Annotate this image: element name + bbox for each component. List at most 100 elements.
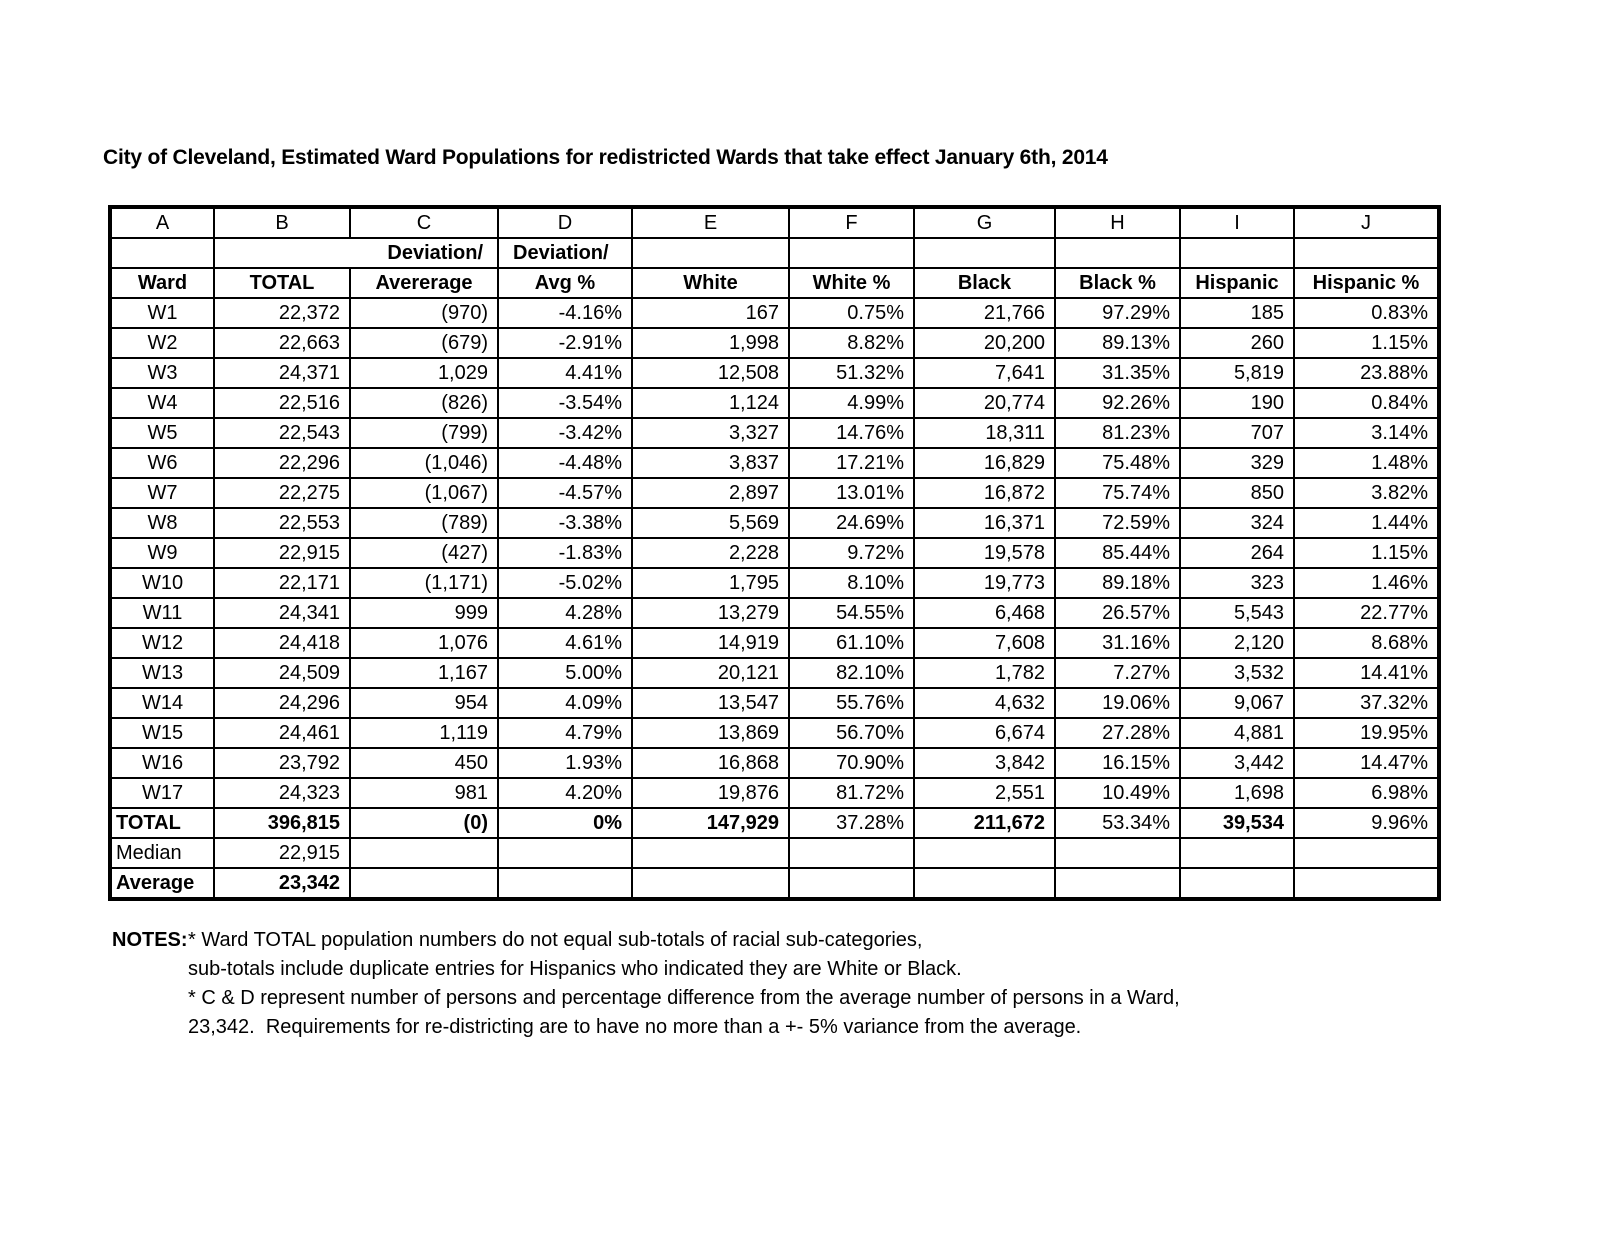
deviation-header-row: Deviation/ Deviation/ xyxy=(109,237,1440,269)
cell-black: 16,829 xyxy=(913,447,1056,479)
cell-black: 6,468 xyxy=(913,597,1056,629)
cell-hispanic-pct: 1.15% xyxy=(1293,327,1440,359)
ward-row-w5: W5 22,543 (799) -3.42% 3,327 14.76% 18,311 81.2… xyxy=(109,417,1440,449)
ward-row-w13: W13 24,509 1,167 5.00% 20,121 82.10% 1,782 7.27… xyxy=(109,657,1440,689)
cell-avg-pct: -4.57% xyxy=(497,477,633,509)
ward-row-w6: W6 22,296 (1,046) -4.48% 3,837 17.21% 16,829 75… xyxy=(109,447,1440,479)
cell-black: 20,200 xyxy=(913,327,1056,359)
cell-black: 19,578 xyxy=(913,537,1056,569)
cell-black-pct: 89.13% xyxy=(1054,327,1181,359)
notes-line: 23,342. Requirements for re-districting … xyxy=(188,1016,1082,1038)
cell-ward: W9 xyxy=(109,537,215,569)
cell-white: 14,919 xyxy=(631,627,790,659)
cell-white: 16,868 xyxy=(631,747,790,779)
cell-hispanic: 2,120 xyxy=(1179,627,1295,659)
ward-row-w11: W11 24,341 999 4.28% 13,279 54.55% 6,468 26.57%… xyxy=(109,597,1440,629)
header-hispanic: Hispanic xyxy=(1179,267,1295,299)
cell-white-pct: 8.10% xyxy=(788,567,915,599)
cell-white: 12,508 xyxy=(631,357,790,389)
cell-black-pct: 81.23% xyxy=(1054,417,1181,449)
cell-black: 16,371 xyxy=(913,507,1056,539)
cell-ward: W16 xyxy=(109,747,215,779)
cell-total: 22,275 xyxy=(213,477,351,509)
cell-black-pct: 85.44% xyxy=(1054,537,1181,569)
cell-avg-pct: 4.09% xyxy=(497,687,633,719)
cell-ward: W4 xyxy=(109,387,215,419)
cell-hispanic: 329 xyxy=(1179,447,1295,479)
cell-white-pct: 14.76% xyxy=(788,417,915,449)
cell-black-pct: 19.06% xyxy=(1054,687,1181,719)
cell-avg-pct: -4.16% xyxy=(497,297,633,329)
cell-hispanic: 190 xyxy=(1179,387,1295,419)
cell-hispanic: 1,698 xyxy=(1179,777,1295,809)
column-letter-d: D xyxy=(497,206,633,239)
empty-cell xyxy=(788,237,915,269)
cell-ward: W13 xyxy=(109,657,215,689)
ward-row-w15: W15 24,461 1,119 4.79% 13,869 56.70% 6,674 27.2… xyxy=(109,717,1440,749)
cell-deviation: 450 xyxy=(349,747,499,779)
cell-black: 16,872 xyxy=(913,477,1056,509)
median-row: Median 22,915 xyxy=(109,837,1440,869)
total-row-hispanic-pct: 9.96% xyxy=(1293,807,1440,839)
cell-deviation: (789) xyxy=(349,507,499,539)
ward-row-w4: W4 22,516 (826) -3.54% 1,124 4.99% 20,774 92.26… xyxy=(109,387,1440,419)
cell-total: 24,341 xyxy=(213,597,351,629)
cell-black-pct: 92.26% xyxy=(1054,387,1181,419)
column-letter-c: C xyxy=(349,206,499,239)
cell-hispanic-pct: 3.82% xyxy=(1293,477,1440,509)
total-row-hispanic: 39,534 xyxy=(1179,807,1295,839)
total-row: TOTAL 396,815 (0) 0% 147,929 37.28% 211,… xyxy=(109,807,1440,839)
cell-ward: W15 xyxy=(109,717,215,749)
cell-total: 22,171 xyxy=(213,567,351,599)
total-row-black: 211,672 xyxy=(913,807,1056,839)
cell-black-pct: 75.74% xyxy=(1054,477,1181,509)
page-title: City of Cleveland, Estimated Ward Popula… xyxy=(103,146,1108,169)
cell-hispanic: 3,442 xyxy=(1179,747,1295,779)
cell-total: 22,372 xyxy=(213,297,351,329)
empty-cell xyxy=(349,837,499,869)
empty-cell xyxy=(631,237,790,269)
notes-section: NOTES: * Ward TOTAL population numbers d… xyxy=(112,926,1180,1042)
header-white-pct: White % xyxy=(788,267,915,299)
empty-cell xyxy=(109,237,215,269)
cell-hispanic: 5,543 xyxy=(1179,597,1295,629)
cell-white-pct: 51.32% xyxy=(788,357,915,389)
ward-row-w10: W10 22,171 (1,171) -5.02% 1,795 8.10% 19,773 89… xyxy=(109,567,1440,599)
cell-hispanic-pct: 14.47% xyxy=(1293,747,1440,779)
deviation-header-d: Deviation/ xyxy=(497,237,633,269)
empty-cell xyxy=(349,867,499,900)
average-row-label: Average xyxy=(109,867,215,900)
cell-avg-pct: 5.00% xyxy=(497,657,633,689)
cell-black-pct: 16.15% xyxy=(1054,747,1181,779)
cell-avg-pct: 4.61% xyxy=(497,627,633,659)
cell-white-pct: 9.72% xyxy=(788,537,915,569)
cell-total: 22,516 xyxy=(213,387,351,419)
empty-cell xyxy=(1179,837,1295,869)
summary-rows: TOTAL 396,815 (0) 0% 147,929 37.28% 211,… xyxy=(109,807,1440,900)
cell-deviation: (1,067) xyxy=(349,477,499,509)
cell-total: 24,461 xyxy=(213,717,351,749)
empty-cell xyxy=(1054,837,1181,869)
empty-cell xyxy=(631,837,790,869)
cell-avg-pct: 4.79% xyxy=(497,717,633,749)
total-row-label: TOTAL xyxy=(109,807,215,839)
cell-total: 23,792 xyxy=(213,747,351,779)
deviation-header-bc: Deviation/ xyxy=(213,237,499,269)
cell-hispanic: 9,067 xyxy=(1179,687,1295,719)
cell-white-pct: 55.76% xyxy=(788,687,915,719)
column-letter-h: H xyxy=(1054,206,1181,239)
cell-hispanic-pct: 0.84% xyxy=(1293,387,1440,419)
median-row-label: Median xyxy=(109,837,215,869)
cell-avg-pct: -2.91% xyxy=(497,327,633,359)
cell-white-pct: 0.75% xyxy=(788,297,915,329)
cell-total: 22,663 xyxy=(213,327,351,359)
cell-avg-pct: 4.20% xyxy=(497,777,633,809)
cell-ward: W14 xyxy=(109,687,215,719)
cell-black-pct: 26.57% xyxy=(1054,597,1181,629)
empty-cell xyxy=(497,867,633,900)
cell-total: 22,296 xyxy=(213,447,351,479)
total-row-black-pct: 53.34% xyxy=(1054,807,1181,839)
cell-deviation: 1,119 xyxy=(349,717,499,749)
cell-hispanic-pct: 1.44% xyxy=(1293,507,1440,539)
